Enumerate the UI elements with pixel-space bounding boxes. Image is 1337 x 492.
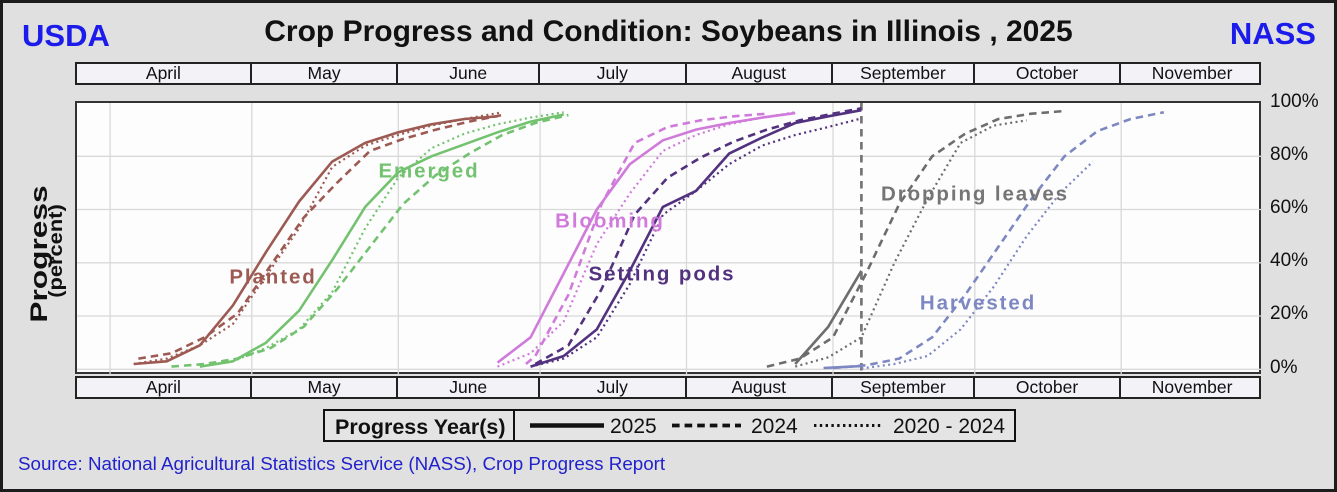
svg-text:Dropping leaves: Dropping leaves (881, 182, 1069, 205)
svg-text:Planted: Planted (229, 265, 316, 288)
svg-text:Blooming: Blooming (555, 209, 665, 232)
svg-text:Setting pods: Setting pods (589, 262, 736, 285)
svg-text:Harvested: Harvested (920, 291, 1036, 314)
svg-text:Emerged: Emerged (378, 159, 479, 182)
